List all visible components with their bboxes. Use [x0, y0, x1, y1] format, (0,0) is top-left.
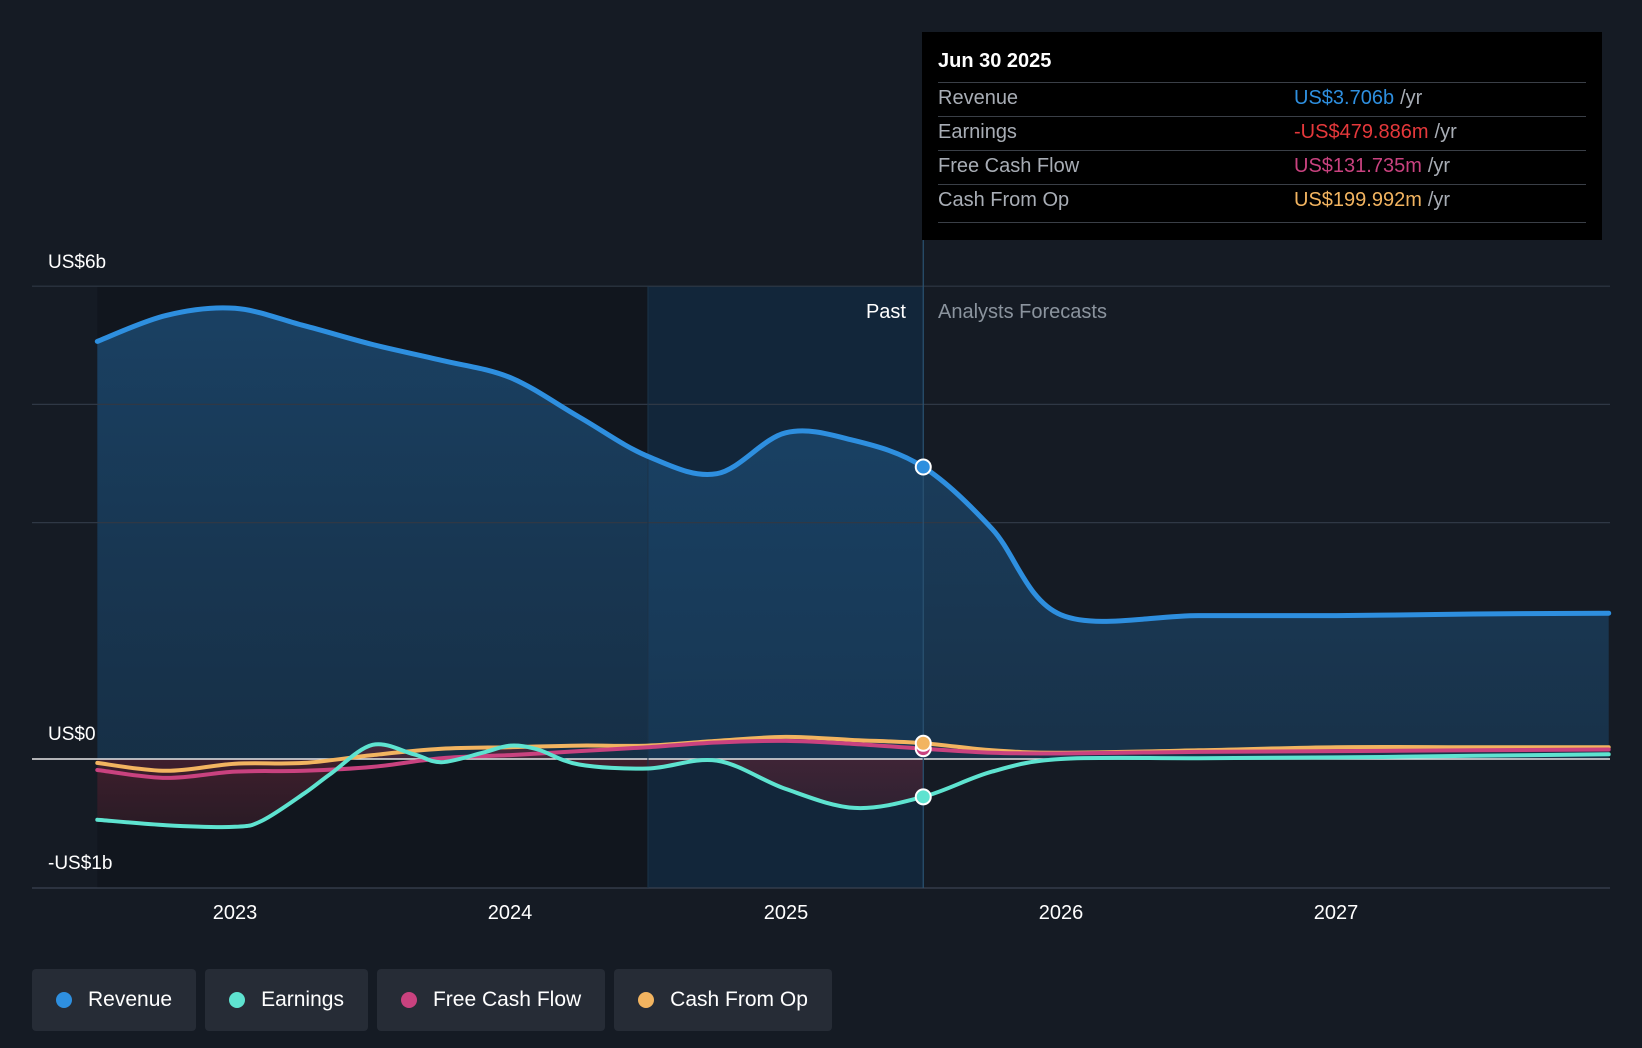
legend-item-cash-from-op[interactable]: Cash From Op — [614, 969, 832, 1031]
tooltip-label: Cash From Op — [938, 189, 1070, 211]
tooltip-revenue-value: US$3.706b — [1294, 87, 1395, 109]
tooltip-row-cash-from-op: Cash From Op US$199.992m/yr — [938, 184, 1586, 219]
tooltip-label: Free Cash Flow — [938, 155, 1080, 177]
y-tick-label: US$0 — [48, 724, 96, 745]
tooltip-unit: /yr — [1427, 189, 1451, 211]
tooltip-date: Jun 30 2025 — [938, 50, 1052, 72]
legend-label: Revenue — [88, 988, 173, 1011]
cash-from-op-point — [914, 734, 932, 752]
tooltip-cfo-value: US$199.992m — [1294, 189, 1422, 211]
x-tick-label: 2023 — [212, 902, 258, 924]
tooltip-divider — [938, 222, 1586, 223]
legend-item-free-cash-flow[interactable]: Free Cash Flow — [376, 969, 606, 1031]
x-tick-label: 2025 — [763, 902, 809, 924]
revenue-point — [914, 458, 932, 476]
tooltip-unit: /yr — [1427, 155, 1451, 177]
legend-label: Free Cash Flow — [432, 988, 582, 1011]
legend-dot-icon — [638, 992, 655, 1008]
tooltip-value: US$3.706b/yr — [1294, 87, 1422, 110]
y-tick-label: -US$1b — [48, 853, 113, 874]
x-tick-label: 2024 — [487, 902, 533, 924]
tooltip-row-free-cash-flow: Free Cash Flow US$131.735m/yr — [938, 150, 1586, 185]
forecast-label: Analysts Forecasts — [938, 301, 1107, 323]
legend-item-revenue[interactable]: Revenue — [32, 969, 197, 1031]
cash-from-op-line — [95, 734, 1611, 773]
tooltip-unit: /yr — [1434, 121, 1457, 143]
tooltip-label: Revenue — [938, 87, 1019, 109]
tooltip-label: Earnings — [938, 121, 1017, 143]
x-tick-label: 2026 — [1038, 902, 1084, 924]
tooltip-value: -US$479.886m/yr — [1294, 121, 1457, 144]
earnings-line — [95, 742, 1611, 830]
legend: Revenue Earnings Free Cash Flow Cash Fro… — [32, 969, 832, 1031]
legend-dot-icon — [400, 992, 417, 1008]
free-cash-flow-line — [95, 738, 1611, 780]
tooltip-earnings-value: -US$479.886m — [1294, 121, 1429, 143]
tooltip-value: US$131.735m/yr — [1294, 155, 1450, 178]
tooltip-row-earnings: Earnings -US$479.886m/yr — [938, 116, 1586, 151]
earnings-negative-area — [97, 744, 924, 828]
tooltip-unit: /yr — [1400, 87, 1423, 109]
x-tick-label: 2027 — [1313, 902, 1359, 924]
legend-label: Cash From Op — [670, 988, 808, 1011]
tooltip-row-revenue: Revenue US$3.706b/yr — [938, 82, 1586, 117]
y-tick-label: US$6b — [48, 252, 107, 273]
tooltip-value: US$199.992m/yr — [1294, 189, 1450, 212]
earnings-point — [914, 788, 932, 806]
legend-label: Earnings — [261, 988, 344, 1011]
revenue-area — [97, 307, 1609, 759]
revenue-line — [94, 305, 1612, 624]
legend-dot-icon — [229, 992, 246, 1008]
tooltip: Jun 30 2025 Revenue US$3.706b/yr Earning… — [922, 32, 1602, 240]
legend-dot-icon — [56, 992, 72, 1008]
tooltip-fcf-value: US$131.735m — [1294, 155, 1422, 177]
legend-item-earnings[interactable]: Earnings — [205, 969, 368, 1031]
past-label: Past — [865, 301, 906, 323]
